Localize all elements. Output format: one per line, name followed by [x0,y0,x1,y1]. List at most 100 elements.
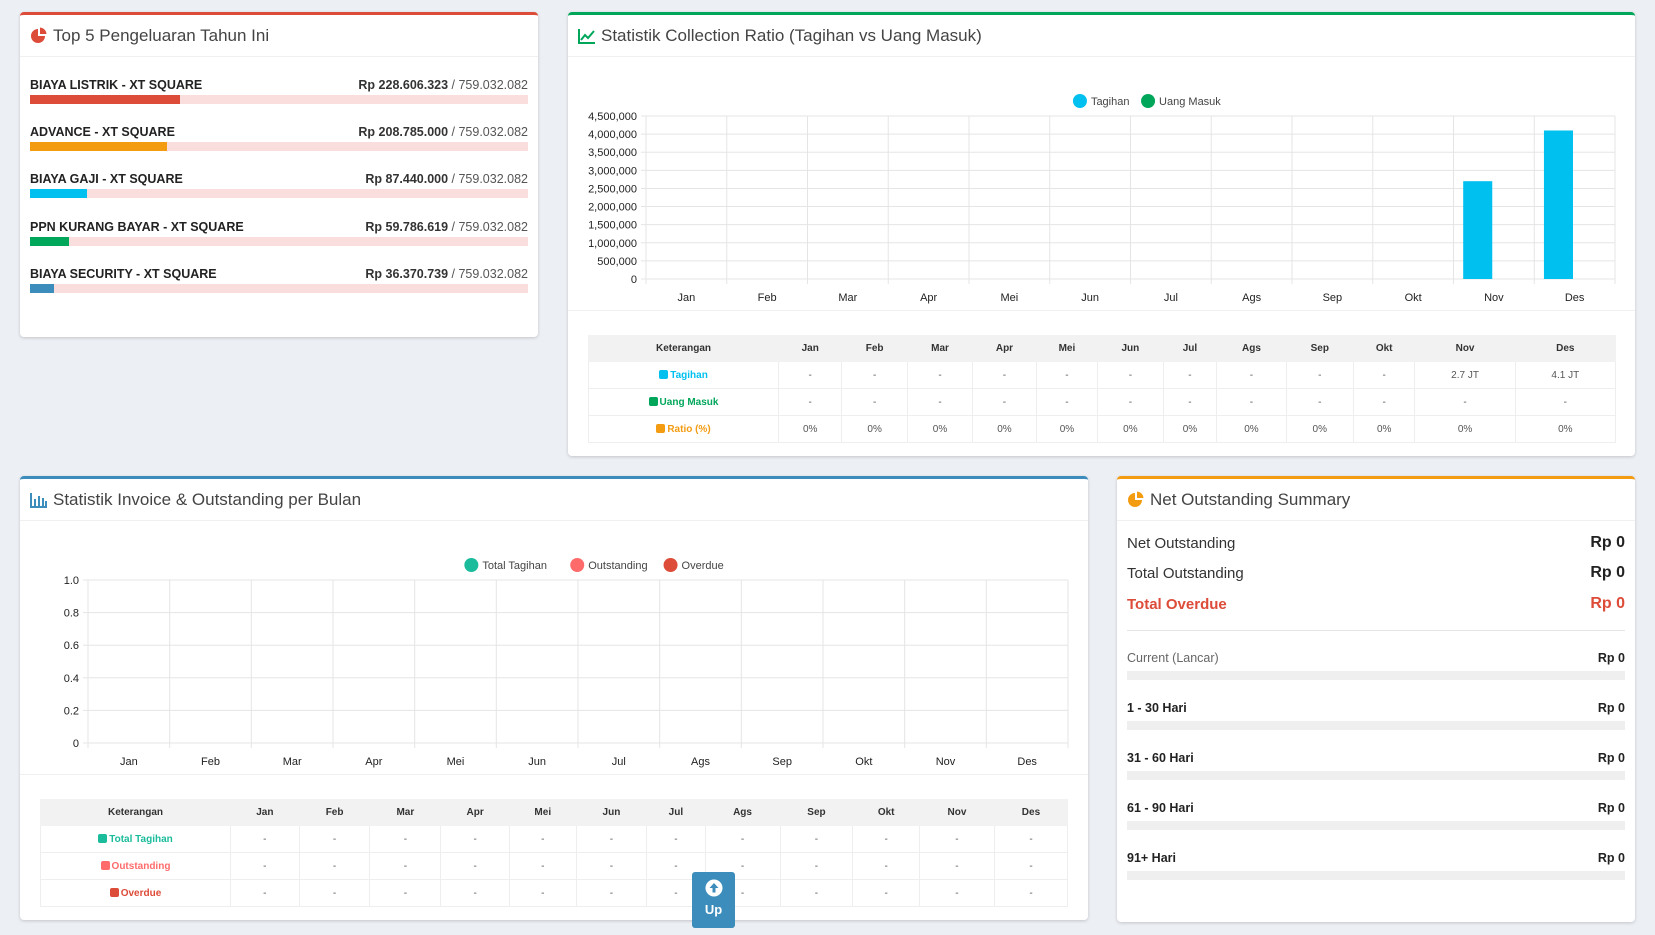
bar-chart-icon [30,492,47,508]
table-cell: - [440,825,510,853]
net-title: Net Outstanding Summary [1150,489,1351,509]
legend-label[interactable]: Outstanding [588,560,647,572]
x-tick-label: Jul [1164,292,1178,304]
legend-square-icon [98,833,108,843]
table-cell: 0% [777,415,843,443]
expense-name: BIAYA GAJI - XT SQUARE [30,172,183,186]
table-header-month: Des [993,799,1069,826]
table-cell: 4.1 JT [1514,361,1617,389]
invoice-chart: Total Tagihan Outstanding Overdue 1.0 0.8 0.6… [64,558,1069,768]
expense-name: BIAYA SECURITY - XT SQUARE [30,267,217,281]
x-tick-label: Jul [612,756,626,768]
aging-progress-bar [1127,671,1625,680]
x-tick-label: Mar [283,756,302,768]
table-cell: - [1162,388,1218,416]
table-cell: - [779,825,854,853]
expense-amount: Rp 87.440.000 [365,172,449,186]
table-header-month: Mar [369,799,442,826]
expense-value: Rp 59.786.619 / 759.032.082 [365,220,528,234]
arrow-circle-up-icon [705,879,722,897]
legend-marker[interactable] [663,558,678,572]
table-cell: - [1097,388,1164,416]
y-tick-label: 1,500,000 [588,220,637,232]
table-cell: - [298,852,371,880]
table-cell: - [852,852,920,880]
x-tick-label: Apr [365,756,382,768]
legend-label[interactable]: Uang Masuk [1159,96,1221,108]
table-cell: 0% [1216,415,1287,443]
expense-progress-bar [30,237,528,246]
aging-label: 61 - 90 Hari [1127,801,1194,815]
table-header-month: Jun [575,799,648,826]
aging-progress-bar [1127,771,1625,780]
table-cell: 0% [841,415,908,443]
table-cell: - [777,388,843,416]
table-cell: 2.7 JT [1414,361,1516,389]
table-row: Tagihan - - - - - - - - - -2.7 JT 4.1 JT [588,361,1617,389]
table-cell: 0% [972,415,1037,443]
table-cell: 0% [1514,415,1617,443]
expense-name: PPN KURANG BAYAR - XT SQUARE [30,220,244,234]
table-cell: - [440,879,510,907]
row-label: Outstanding [40,852,231,880]
total-outstanding-label: Total Outstanding [1127,564,1244,582]
table-cell: - [777,361,843,389]
expense-value: Rp 36.370.739 / 759.032.082 [365,267,528,281]
legend-label[interactable]: Total Tagihan [482,560,547,572]
table-header-keterangan: Keterangan [588,335,779,362]
legend-marker[interactable] [1141,94,1156,108]
invoice-outstanding-panel: Statistik Invoice & Outstanding per Bula… [20,476,1088,920]
total-overdue-label: Total Overdue [1127,595,1227,613]
table-cell: - [906,361,974,389]
top5-title: Top 5 Pengeluaran Tahun Ini [53,25,270,45]
expense-value: Rp 228.606.323 / 759.032.082 [358,78,528,92]
table-header-month: Ags [1216,335,1287,362]
expense-item: BIAYA SECURITY - XT SQUARE Rp 36.370.739 … [30,266,528,293]
legend-label[interactable]: Tagihan [1091,96,1130,108]
total-overdue-value: Rp 0 [1590,595,1625,612]
row-label: Total Tagihan [40,825,231,853]
bar-tagihan[interactable] [1543,130,1574,279]
y-tick-label: 0.4 [64,673,79,685]
table-cell: 0% [1285,415,1354,443]
table-row: Uang Masuk - - - - - - - - - - - - [588,388,1617,416]
aging-label: 1 - 30 Hari [1127,701,1187,715]
legend-square-icon [659,369,669,379]
expense-progress-fill [30,142,167,151]
expense-amount: Rp 208.785.000 [358,125,449,139]
aging-label: Current (Lancar) [1127,651,1219,665]
table-header-month: Jan [230,799,300,826]
table-cell: - [508,879,577,907]
legend-marker[interactable] [464,558,479,572]
invoice-title: Statistik Invoice & Outstanding per Bula… [53,489,362,509]
table-header-month: Mar [906,335,974,362]
net-outstanding-panel: Net Outstanding Summary Net Outstanding … [1117,476,1635,922]
aging-progress-bar [1127,721,1625,730]
legend-marker[interactable] [1072,94,1087,108]
y-tick-label: 0.8 [64,608,79,620]
row-label-text: Outstanding [111,860,171,872]
expense-value: Rp 208.785.000 / 759.032.082 [358,125,528,139]
table-header-month: Nov [1414,335,1516,362]
table-header-month: Jul [1162,335,1218,362]
row-label-text: Overdue [120,887,162,899]
table-cell: - [906,388,974,416]
aging-item: 61 - 90 Hari Rp 0 [1127,801,1625,830]
table-cell: 0% [1352,415,1416,443]
legend-marker[interactable] [570,558,585,572]
table-cell: - [575,879,648,907]
table-cell: - [298,825,371,853]
table-row: Overdue - - - - - - - - - - - - [40,879,1069,907]
aging-value: Rp 0 [1597,651,1625,665]
bar-tagihan[interactable] [1463,181,1493,279]
table-cell: - [230,852,300,880]
table-header-month: Jun [1097,335,1164,362]
top5-header: Top 5 Pengeluaran Tahun Ini [20,15,538,57]
legend-square-icon [648,396,658,406]
row-label-text: Uang Masuk [659,396,719,408]
table-cell: - [1035,361,1099,389]
legend-label[interactable]: Overdue [682,560,724,572]
aging-value: Rp 0 [1597,701,1625,715]
table-cell: - [369,825,442,853]
scroll-up-button[interactable]: Up [692,872,735,928]
